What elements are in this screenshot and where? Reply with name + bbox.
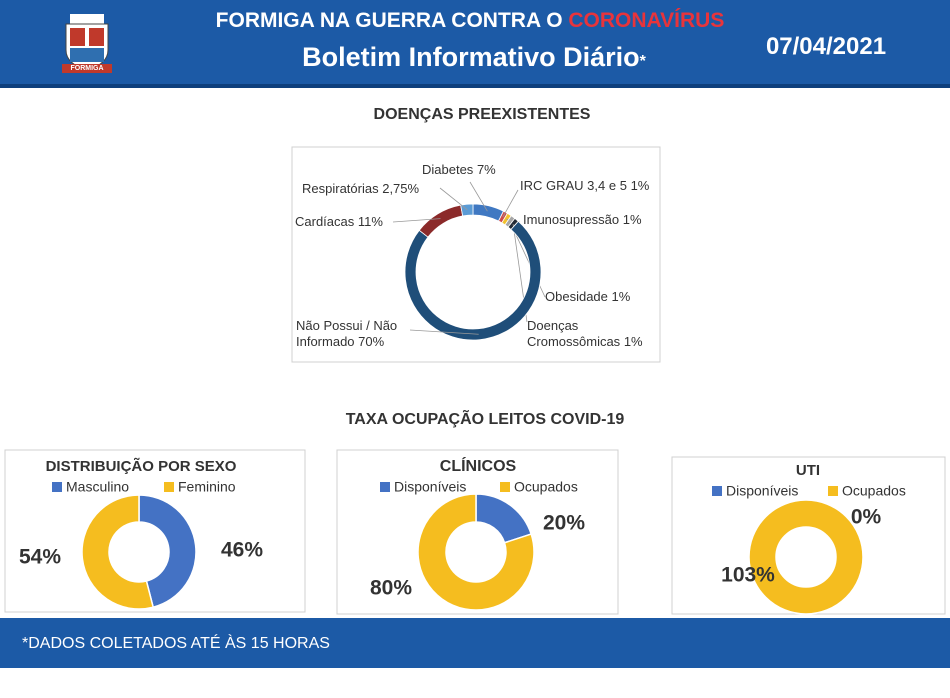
- label-part: Doenças Cromossômicas: [527, 318, 621, 349]
- donut-slice: [417, 493, 535, 611]
- legend-swatch: [712, 486, 722, 496]
- section-title: TAXA OCUPAÇÃO LEITOS COVID-19: [346, 408, 625, 428]
- donut-slice: [748, 499, 864, 615]
- logo: FORMIGA: [62, 14, 112, 73]
- subtitle: Boletim Informativo Diário: [302, 42, 640, 72]
- chart-box: [336, 449, 619, 615]
- label-part: Não Possui / Não Informado: [296, 318, 398, 349]
- leader-line: [439, 187, 468, 211]
- label-part: 1%: [611, 289, 631, 304]
- subtitle-mark: *: [640, 53, 647, 70]
- leader-line: [392, 218, 441, 223]
- chart-title: DISTRIBUIÇÃO POR SEXO: [46, 457, 237, 475]
- slice-label: Doenças Cromossômicas 1%: [527, 318, 662, 350]
- label-part: 7%: [476, 162, 496, 177]
- leader-line: [502, 189, 519, 218]
- label-part: Imunosupressão: [523, 212, 620, 227]
- header-rule: [0, 84, 950, 88]
- chart-title: UTI: [796, 462, 820, 479]
- slice-label: IRC GRAU 3,4 e 5 1%: [520, 178, 649, 194]
- legend-label: Disponíveis: [394, 479, 466, 495]
- label-part: 1%: [623, 334, 643, 349]
- value-label: 0%: [851, 506, 882, 529]
- title-prefix: FORMIGA NA GUERRA CONTRA O: [216, 9, 563, 32]
- chart-title: CLÍNICOS: [440, 456, 517, 475]
- footer-band: [0, 618, 950, 668]
- legend-swatch: [380, 482, 390, 492]
- legend-swatch: [164, 482, 174, 492]
- leader-line: [409, 329, 479, 335]
- legend-swatch: [52, 482, 62, 492]
- title-highlight: CORONAVÍRUS: [568, 9, 724, 32]
- chart-title: DOENÇAS PREEXISTENTES: [374, 106, 591, 123]
- legend-label: Masculino: [66, 479, 129, 495]
- legend-label: Disponíveis: [726, 483, 798, 499]
- legend-label: Ocupados: [842, 483, 906, 499]
- header-title: FORMIGA NA GUERRA CONTRA O CORONAVÍRUS: [216, 9, 725, 32]
- chart-box: [291, 146, 661, 363]
- label-part: Obesidade: [545, 289, 608, 304]
- logo-text: FORMIGA: [70, 65, 103, 72]
- slice-label: Respiratórias 2,75%: [302, 181, 419, 197]
- label-part: 70%: [358, 334, 385, 349]
- header-date: 07/04/2021: [766, 33, 886, 60]
- donut-slice: [138, 494, 197, 609]
- footer-note: *DADOS COLETADOS ATÉ ÀS 15 HORAS: [22, 633, 330, 652]
- slice-label: Obesidade 1%: [545, 289, 630, 305]
- header-band: [0, 0, 950, 88]
- slice-label: Imunosupressão 1%: [523, 212, 642, 228]
- label-part: 11%: [357, 214, 383, 229]
- legend-swatch: [828, 486, 838, 496]
- label-part: IRC GRAU 3,4 e 5: [520, 178, 627, 193]
- slice-label: Diabetes 7%: [422, 162, 496, 178]
- label-part: Diabetes: [422, 162, 474, 177]
- label-part: 1%: [630, 178, 650, 193]
- value-label: 80%: [370, 577, 412, 600]
- slice-label: Não Possui / Não Informado 70%: [296, 318, 416, 350]
- value-label: 46%: [221, 539, 263, 562]
- label-part: 2,75%: [382, 181, 420, 196]
- donut-slice: [81, 494, 155, 610]
- value-label: 54%: [19, 546, 61, 569]
- label-part: Respiratórias: [302, 181, 379, 196]
- value-label: 103%: [721, 564, 775, 587]
- leader-line: [469, 181, 488, 212]
- legend-label: Feminino: [178, 479, 236, 495]
- slice-label: Cardíacas 11%: [295, 214, 383, 230]
- label-part: Cardíacas: [295, 214, 355, 229]
- label-part: 1%: [622, 212, 642, 227]
- header-subtitle: Boletim Informativo Diário*: [302, 42, 647, 72]
- value-label: 20%: [543, 512, 585, 535]
- legend-swatch: [500, 482, 510, 492]
- legend-label: Ocupados: [514, 479, 578, 495]
